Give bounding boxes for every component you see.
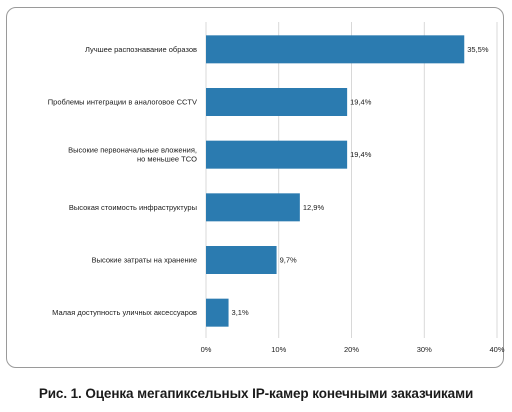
category-labels: Лучшее распознавание образов Проблемы инт… (48, 45, 197, 317)
bar (206, 246, 277, 274)
bar (206, 298, 229, 327)
bar-value-label: 12,9% (303, 203, 325, 212)
category-label: Высокая стоимость инфраструктуры (69, 203, 197, 212)
bar (206, 88, 348, 116)
category-label: Проблемы интеграции в аналоговое CCTV (48, 98, 197, 107)
grid-lines (205, 22, 498, 338)
category-label: Высокие первоначальные вложения, но меньш… (68, 146, 197, 164)
bar-value-label: 19,4% (350, 98, 372, 107)
category-label: Малая доступность уличных аксессуаров (52, 308, 197, 317)
value-labels: 35,5% 19,4% 19,4% 12,9% 9,7% 3,1% (232, 45, 489, 317)
x-tick-label: 0% (201, 345, 212, 354)
bar-value-label: 35,5% (467, 45, 489, 54)
category-label: Высокие затраты на хранение (92, 256, 197, 265)
x-axis-ticks: 0% 10% 20% 30% 40% (201, 345, 505, 354)
x-tick-label: 40% (489, 345, 504, 354)
bar-chart: Лучшее распознавание образов Проблемы инт… (48, 22, 505, 354)
bar-value-label: 3,1% (232, 308, 249, 317)
x-tick-label: 20% (344, 345, 359, 354)
bar (206, 193, 300, 222)
chart-frame (6, 7, 504, 368)
figure-caption: Рис. 1. Оценка мегапиксельных IP-камер к… (38, 386, 474, 401)
bar-value-label: 19,4% (350, 150, 372, 159)
bars (206, 35, 465, 327)
x-tick-label: 30% (417, 345, 432, 354)
bar (206, 140, 348, 169)
bar-value-label: 9,7% (280, 256, 297, 265)
bar (206, 35, 465, 64)
category-label: Лучшее распознавание образов (85, 45, 197, 54)
x-tick-label: 10% (271, 345, 286, 354)
